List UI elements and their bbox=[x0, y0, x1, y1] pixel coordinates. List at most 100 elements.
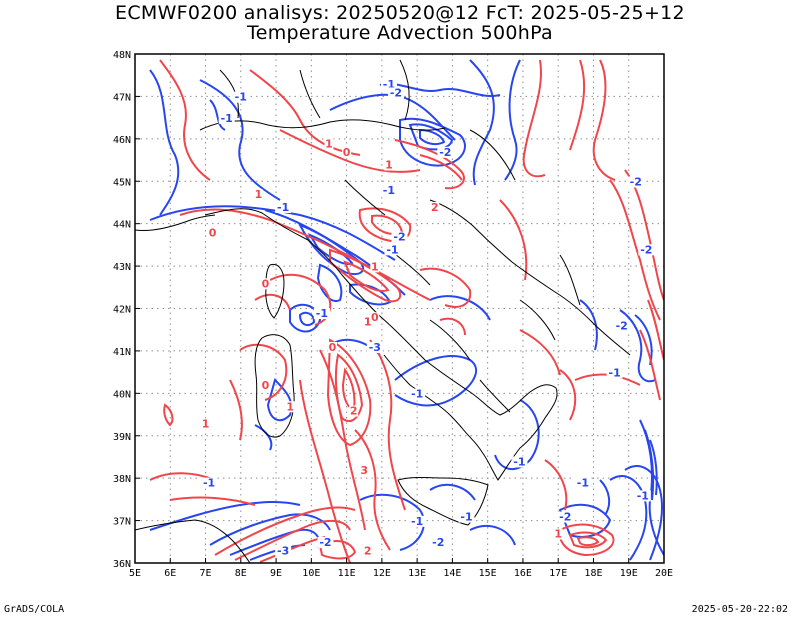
lon-tick-label: 9E bbox=[270, 568, 282, 579]
contour-label-bg bbox=[387, 87, 404, 99]
contour-label: 0 bbox=[262, 277, 270, 290]
region-border bbox=[344, 179, 386, 216]
pos-contour bbox=[254, 293, 291, 311]
lat-tick-label: 48N bbox=[113, 50, 131, 61]
neg-contour bbox=[429, 483, 476, 501]
contour-label: 3 bbox=[360, 464, 368, 477]
contour-label-bg bbox=[638, 244, 655, 256]
pos-contour bbox=[559, 369, 577, 421]
pos-contour bbox=[439, 317, 466, 336]
contour-label: 2 bbox=[364, 545, 372, 558]
lat-tick-label: 42N bbox=[113, 305, 131, 316]
contour-label-bg bbox=[430, 537, 447, 549]
contour-label: 2 bbox=[350, 405, 358, 418]
contour-label: 0 bbox=[343, 146, 351, 159]
pos-contour bbox=[568, 531, 608, 549]
contour-label: -1 bbox=[609, 366, 621, 379]
lon-tick-label: 5E bbox=[129, 568, 141, 579]
tunisia-coast bbox=[135, 519, 251, 563]
lon-tick-label: 16E bbox=[514, 568, 532, 579]
lat-tick-label: 38N bbox=[113, 474, 131, 485]
neg-contour bbox=[266, 378, 293, 422]
contour-label-bg bbox=[409, 388, 426, 400]
contour-label-bg bbox=[370, 312, 380, 324]
contour-label: 1 bbox=[325, 137, 333, 150]
pos-contour bbox=[319, 349, 366, 531]
pos-contour bbox=[329, 248, 402, 303]
contour-label: 2 bbox=[431, 201, 439, 214]
italy-coast bbox=[204, 208, 558, 481]
pos-contour bbox=[394, 139, 465, 190]
pos-contour bbox=[343, 260, 390, 292]
contour-label-bg bbox=[285, 401, 295, 413]
contour-label-bg bbox=[342, 146, 352, 158]
lat-tick-label: 45N bbox=[113, 177, 131, 188]
contour-label: -1 bbox=[577, 477, 589, 490]
generation-timestamp: 2025-05-20-22:02 bbox=[691, 604, 788, 615]
lon-tick-label: 15E bbox=[479, 568, 497, 579]
contour-label-bg bbox=[359, 464, 369, 476]
contour-label: -1 bbox=[637, 489, 649, 502]
neg-contour bbox=[379, 83, 501, 97]
lon-tick-label: 20E bbox=[655, 568, 673, 579]
lon-tick-label: 19E bbox=[620, 568, 638, 579]
border bbox=[519, 299, 556, 341]
neg-contour bbox=[644, 429, 655, 501]
contour-label: -1 bbox=[235, 91, 247, 104]
contour-label-bg bbox=[553, 528, 563, 540]
pos-contour bbox=[419, 267, 472, 308]
pos-contour bbox=[326, 338, 372, 447]
contour-label-bg bbox=[370, 261, 380, 273]
contour-label-bg bbox=[511, 456, 528, 468]
neg-contour bbox=[419, 128, 446, 146]
neg-contour bbox=[307, 232, 354, 265]
region-border bbox=[479, 379, 511, 413]
pos-contour bbox=[179, 208, 431, 301]
lon-tick-label: 7E bbox=[200, 568, 212, 579]
contour-label-bg bbox=[574, 477, 591, 489]
contour-label-bg bbox=[324, 138, 334, 150]
contour-label-bg bbox=[384, 244, 401, 256]
contour-label-bg bbox=[380, 78, 397, 90]
alpine-border bbox=[199, 119, 446, 131]
border bbox=[469, 129, 516, 181]
lat-tick-label: 36N bbox=[113, 559, 131, 570]
sardinia-coast bbox=[254, 334, 295, 438]
lon-tick-label: 12E bbox=[373, 568, 391, 579]
pos-contour bbox=[569, 59, 586, 151]
contour-label-bg bbox=[260, 380, 270, 392]
pos-contour bbox=[239, 343, 288, 401]
pos-contour bbox=[519, 329, 561, 376]
contour-label: 1 bbox=[286, 400, 294, 413]
pos-contour bbox=[354, 429, 391, 551]
contour-label-bg bbox=[380, 184, 397, 196]
neg-contour bbox=[149, 205, 396, 261]
map-subtitle: Temperature Advection 500hPa bbox=[247, 22, 553, 44]
contour-label-bg bbox=[201, 418, 211, 430]
neg-contour bbox=[254, 424, 273, 451]
contour-label: 0 bbox=[262, 379, 270, 392]
border bbox=[559, 254, 581, 306]
neg-contour bbox=[469, 59, 495, 186]
pos-contour bbox=[499, 199, 528, 281]
neg-contour bbox=[298, 311, 316, 327]
neg-contour bbox=[599, 479, 611, 516]
contour-label-bg bbox=[275, 201, 292, 213]
neg-contour bbox=[494, 399, 540, 470]
border bbox=[399, 59, 410, 121]
contour-label: 1 bbox=[202, 417, 210, 430]
pos-contour bbox=[369, 339, 406, 511]
contour-label-bg bbox=[437, 146, 454, 158]
software-credit: GrADS/COLA bbox=[4, 604, 65, 615]
contour-label-bg bbox=[458, 511, 475, 523]
pos-contour bbox=[558, 523, 615, 557]
neg-contour bbox=[289, 303, 322, 333]
contour-label: 0 bbox=[329, 341, 337, 354]
lat-tick-label: 40N bbox=[113, 389, 131, 400]
contour-label-bg bbox=[201, 477, 218, 489]
contour-label-bg bbox=[313, 307, 330, 319]
lon-tick-label: 18E bbox=[584, 568, 602, 579]
pos-contour bbox=[544, 459, 568, 511]
lat-tick-label: 47N bbox=[113, 92, 131, 103]
contour-label: -2 bbox=[390, 86, 402, 99]
